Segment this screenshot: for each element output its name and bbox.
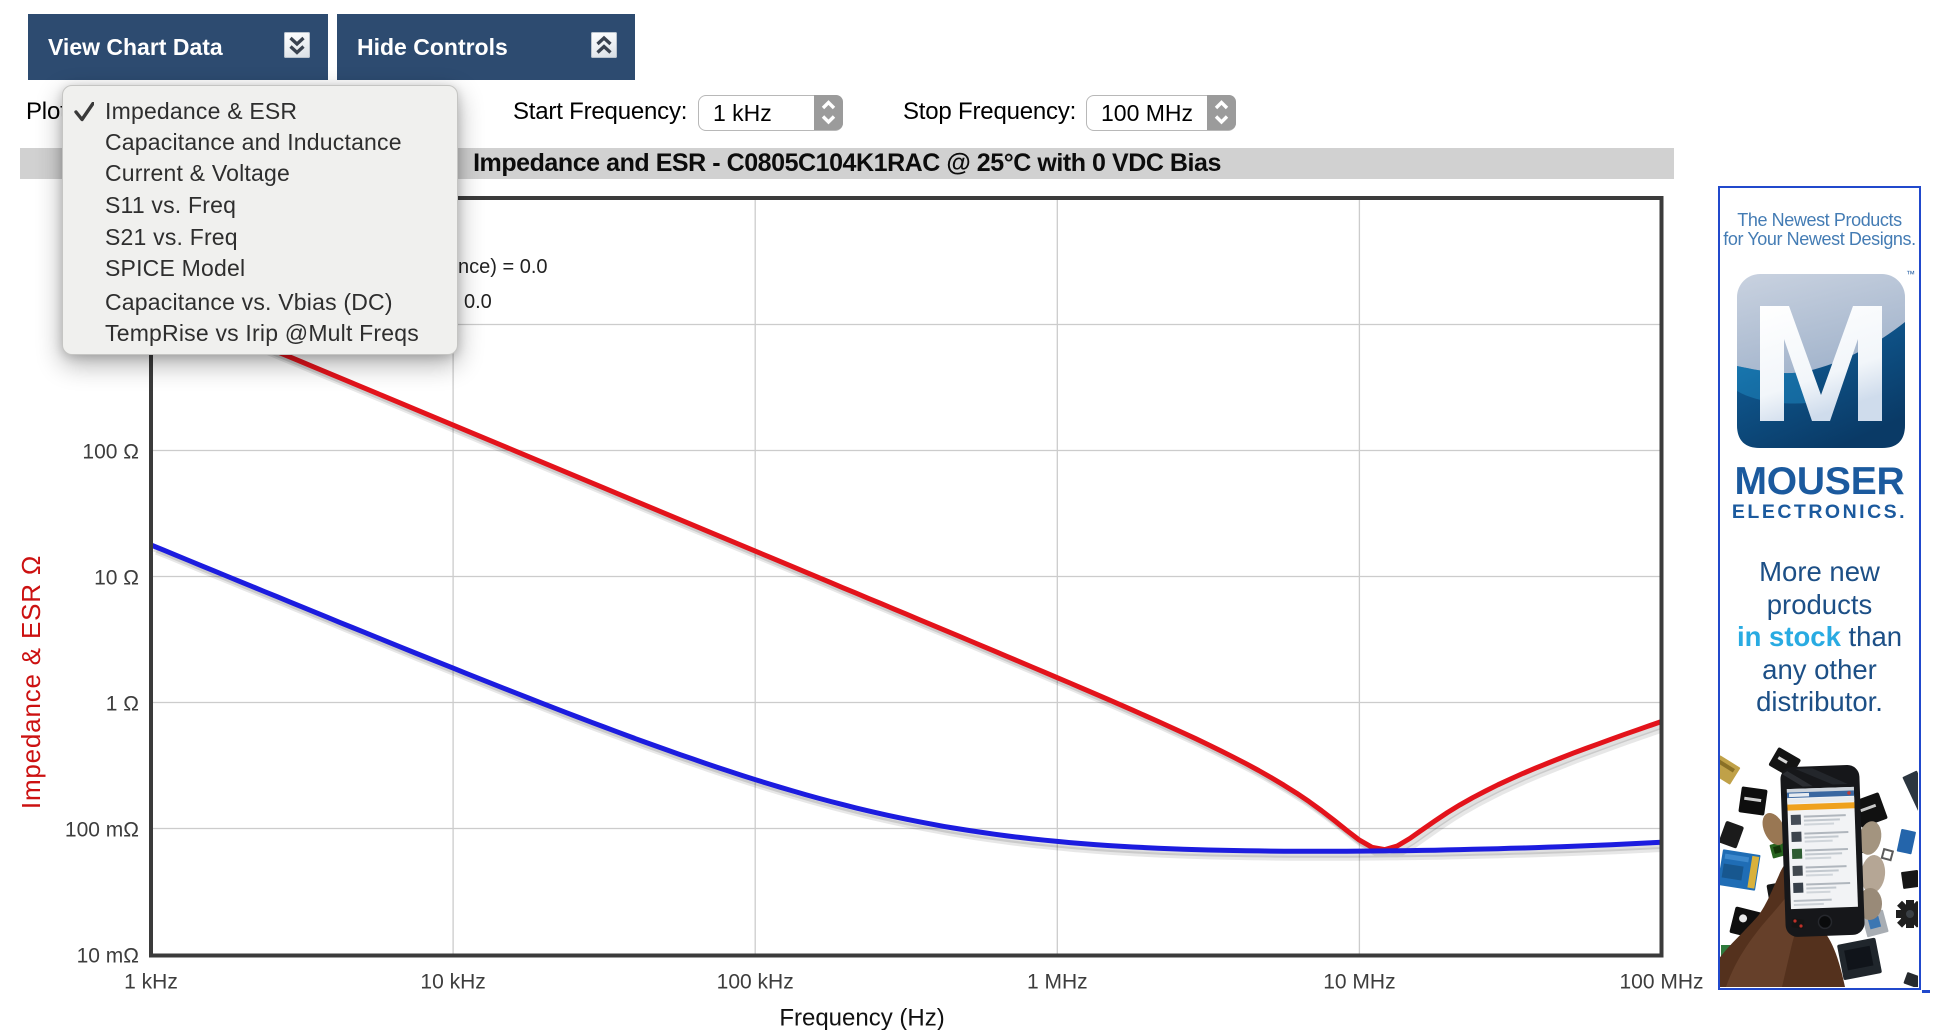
svg-text:100 kHz: 100 kHz bbox=[717, 971, 794, 994]
svg-text:100 MHz: 100 MHz bbox=[1619, 971, 1703, 994]
svg-text:10 mΩ: 10 mΩ bbox=[77, 945, 139, 968]
svg-text:1 Ω: 1 Ω bbox=[106, 693, 139, 716]
svg-text:1 kHz: 1 kHz bbox=[124, 971, 178, 994]
svg-text:Impedance & ESR Ω: Impedance & ESR Ω bbox=[16, 555, 46, 809]
svg-text:10 kHz: 10 kHz bbox=[420, 971, 485, 994]
svg-text:10 MHz: 10 MHz bbox=[1323, 971, 1395, 994]
svg-text:100 Ω: 100 Ω bbox=[82, 441, 139, 464]
svg-text:1 MHz: 1 MHz bbox=[1027, 971, 1088, 994]
svg-text:Frequency (Hz): Frequency (Hz) bbox=[779, 1005, 944, 1030]
svg-text:100 mΩ: 100 mΩ bbox=[65, 819, 139, 842]
svg-text:10 Ω: 10 Ω bbox=[94, 567, 139, 590]
